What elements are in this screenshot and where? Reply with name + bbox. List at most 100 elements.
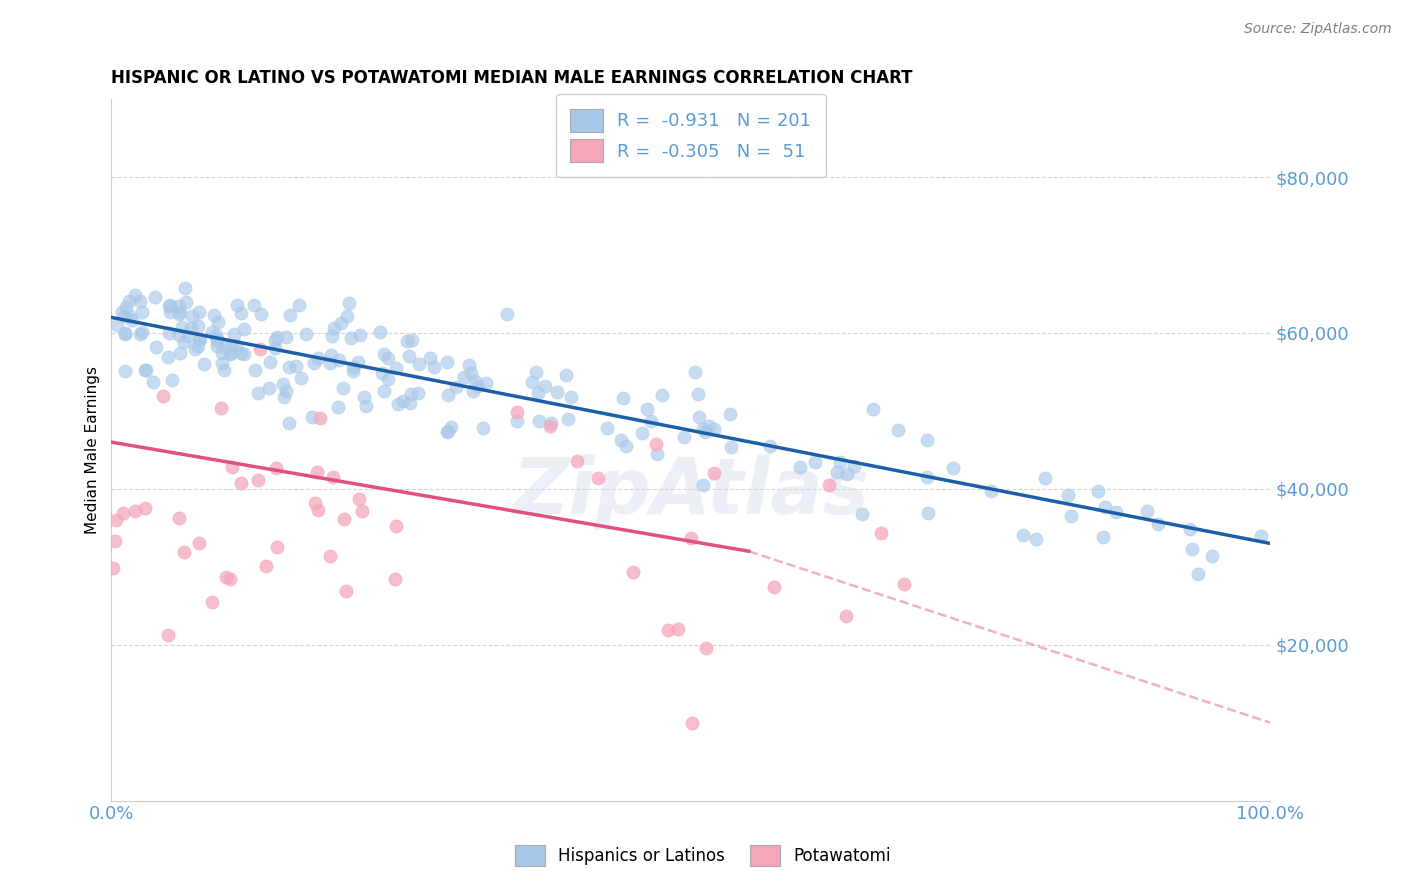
Point xyxy=(818,478,841,492)
Text: HISPANIC OR LATINO VS POTAWATOMI MEDIAN MALE EARNINGS CORRELATION CHART: HISPANIC OR LATINO VS POTAWATOMI MEDIAN … xyxy=(111,69,912,87)
Point xyxy=(211,401,233,415)
Point xyxy=(385,361,408,376)
Point xyxy=(167,511,190,525)
Point xyxy=(243,363,266,377)
Point xyxy=(114,327,136,342)
Point xyxy=(527,414,550,428)
Point xyxy=(377,351,399,365)
Point xyxy=(683,365,706,379)
Point xyxy=(288,298,311,312)
Point xyxy=(506,414,529,428)
Point xyxy=(211,356,233,370)
Point xyxy=(557,412,579,426)
Point xyxy=(703,467,725,481)
Point xyxy=(1060,508,1083,523)
Point xyxy=(309,411,332,425)
Point xyxy=(188,333,211,347)
Point xyxy=(205,332,228,346)
Point xyxy=(201,595,224,609)
Point xyxy=(495,307,517,321)
Point xyxy=(340,331,363,345)
Point xyxy=(169,305,191,319)
Point xyxy=(1147,517,1170,532)
Point xyxy=(233,322,256,336)
Point xyxy=(111,507,134,521)
Point xyxy=(373,347,395,361)
Point xyxy=(204,328,226,343)
Point xyxy=(337,296,360,310)
Point xyxy=(169,346,191,360)
Point xyxy=(184,342,207,356)
Point xyxy=(278,417,301,431)
Point xyxy=(830,455,852,469)
Point xyxy=(273,390,295,404)
Point xyxy=(342,364,364,378)
Point xyxy=(384,572,406,586)
Point xyxy=(307,503,329,517)
Point xyxy=(188,332,211,346)
Point xyxy=(188,535,211,549)
Point xyxy=(915,469,938,483)
Point xyxy=(229,476,252,491)
Point xyxy=(630,425,652,440)
Point xyxy=(128,327,150,342)
Point xyxy=(218,347,240,361)
Point xyxy=(349,328,371,343)
Point xyxy=(131,325,153,339)
Point xyxy=(142,375,165,389)
Point xyxy=(610,433,633,447)
Point xyxy=(651,388,673,402)
Point xyxy=(835,608,858,623)
Point xyxy=(124,503,146,517)
Point xyxy=(453,369,475,384)
Point xyxy=(212,340,235,354)
Point xyxy=(174,294,197,309)
Point xyxy=(111,305,134,319)
Point xyxy=(621,565,644,579)
Point xyxy=(789,459,811,474)
Point xyxy=(398,396,420,410)
Point xyxy=(460,366,482,380)
Point xyxy=(242,298,264,312)
Point xyxy=(173,545,195,559)
Point xyxy=(254,558,277,573)
Point xyxy=(219,338,242,352)
Point xyxy=(159,298,181,312)
Point xyxy=(463,384,485,399)
Point xyxy=(295,327,318,342)
Point xyxy=(554,368,576,383)
Point xyxy=(328,353,350,368)
Point xyxy=(703,422,725,436)
Point xyxy=(231,306,253,320)
Point xyxy=(170,320,193,334)
Point xyxy=(387,397,409,411)
Point xyxy=(401,333,423,347)
Point xyxy=(612,391,634,405)
Point xyxy=(114,326,136,340)
Point xyxy=(264,460,287,475)
Point xyxy=(329,316,352,330)
Point xyxy=(673,430,696,444)
Point xyxy=(506,405,529,419)
Point xyxy=(645,447,668,461)
Point xyxy=(152,389,174,403)
Point xyxy=(347,354,370,368)
Point xyxy=(472,420,495,434)
Point xyxy=(540,416,562,430)
Point xyxy=(105,318,128,332)
Point xyxy=(692,422,714,436)
Point xyxy=(202,308,225,322)
Point xyxy=(835,467,858,481)
Point xyxy=(322,320,344,334)
Point xyxy=(657,624,679,638)
Point xyxy=(681,715,703,730)
Point xyxy=(436,425,458,439)
Point xyxy=(219,572,242,586)
Point xyxy=(406,386,429,401)
Point xyxy=(917,506,939,520)
Point xyxy=(893,577,915,591)
Point xyxy=(304,496,326,510)
Point xyxy=(321,348,343,362)
Point xyxy=(887,423,910,437)
Point xyxy=(114,363,136,377)
